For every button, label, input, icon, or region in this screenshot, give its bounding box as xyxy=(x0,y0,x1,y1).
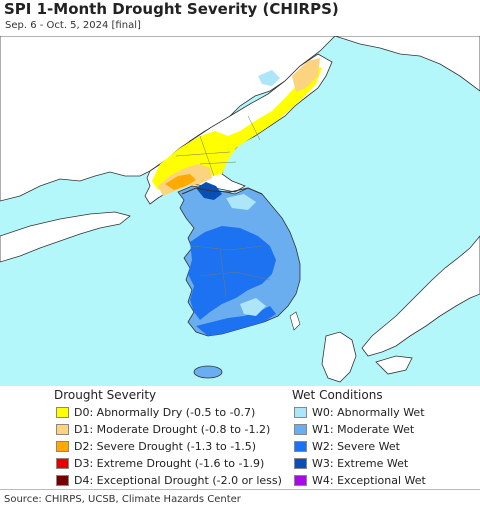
legend-swatch xyxy=(56,424,69,435)
legend-label: W1: Moderate Wet xyxy=(312,423,415,436)
legend-item-w0: W0: Abnormally Wet xyxy=(294,404,426,421)
legend-label: W2: Severe Wet xyxy=(312,440,400,453)
sk-extreme-wet xyxy=(196,182,222,200)
footer-divider xyxy=(0,489,480,490)
legend-item-w1: W1: Moderate Wet xyxy=(294,421,426,438)
legend-item-w2: W2: Severe Wet xyxy=(294,438,426,455)
legend-label: D2: Severe Drought (-1.3 to -1.5) xyxy=(74,440,257,453)
legend-swatch xyxy=(56,458,69,469)
legend-swatch xyxy=(294,475,307,486)
source-credit: Source: CHIRPS, UCSB, Climate Hazards Ce… xyxy=(4,494,241,505)
sk-abnormally-wet-east xyxy=(226,194,256,210)
nk-severe-drought xyxy=(165,174,196,190)
russia-land xyxy=(334,36,480,92)
legend-swatch xyxy=(56,407,69,418)
drought-legend-heading: Drought Severity xyxy=(54,388,157,402)
jeju-island xyxy=(193,365,223,379)
legend-item-d2: D2: Severe Drought (-1.3 to -1.5) xyxy=(56,438,282,455)
legend-label: W3: Extreme Wet xyxy=(312,457,409,470)
map-subtitle: Sep. 6 - Oct. 5, 2024 [final] xyxy=(5,20,141,31)
nk-wet-patch xyxy=(258,70,280,86)
legend-swatch xyxy=(56,441,69,452)
legend-label: D3: Extreme Drought (-1.6 to -1.9) xyxy=(74,457,265,470)
legend-swatch xyxy=(294,458,307,469)
nk-abnormally-dry-1 xyxy=(152,66,322,190)
drought-legend: D0: Abnormally Dry (-0.5 to -0.7) D1: Mo… xyxy=(56,404,282,489)
legend-label: D4: Exceptional Drought (-2.0 or less) xyxy=(74,474,282,487)
legend-swatch xyxy=(294,441,307,452)
legend-item-d0: D0: Abnormally Dry (-0.5 to -0.7) xyxy=(56,404,282,421)
wet-legend: W0: Abnormally Wet W1: Moderate Wet W2: … xyxy=(294,404,426,489)
japan-kyushu xyxy=(321,331,357,383)
legend-item-d3: D3: Extreme Drought (-1.6 to -1.9) xyxy=(56,455,282,472)
legend-swatch xyxy=(294,424,307,435)
japan-shikoku xyxy=(375,355,413,375)
nk-moderate-drought-ne xyxy=(292,58,320,92)
legend-label: W4: Exceptional Wet xyxy=(312,474,426,487)
shandong-land xyxy=(0,211,131,263)
legend-label: D1: Moderate Drought (-0.8 to -1.2) xyxy=(74,423,271,436)
wet-legend-heading: Wet Conditions xyxy=(292,388,383,402)
map-title: SPI 1-Month Drought Severity (CHIRPS) xyxy=(4,0,339,18)
legend-item-d4: D4: Exceptional Drought (-2.0 or less) xyxy=(56,472,282,489)
legend-item-w4: W4: Exceptional Wet xyxy=(294,472,426,489)
japan-honshu xyxy=(361,235,480,357)
map-canvas xyxy=(0,36,480,386)
dmz-line xyxy=(181,187,263,195)
legend-item-d1: D1: Moderate Drought (-0.8 to -1.2) xyxy=(56,421,282,438)
sk-abnormally-wet-patch xyxy=(240,298,266,316)
tsushima-island xyxy=(289,311,301,331)
legend-label: D0: Abnormally Dry (-0.5 to -0.7) xyxy=(74,406,256,419)
legend-label: W0: Abnormally Wet xyxy=(312,406,425,419)
legend-item-w3: W3: Extreme Wet xyxy=(294,455,426,472)
sk-severe-wet-west xyxy=(188,226,276,320)
legend-swatch xyxy=(56,475,69,486)
drought-map xyxy=(0,36,480,386)
legend-swatch xyxy=(294,407,307,418)
province-borders xyxy=(175,115,271,297)
